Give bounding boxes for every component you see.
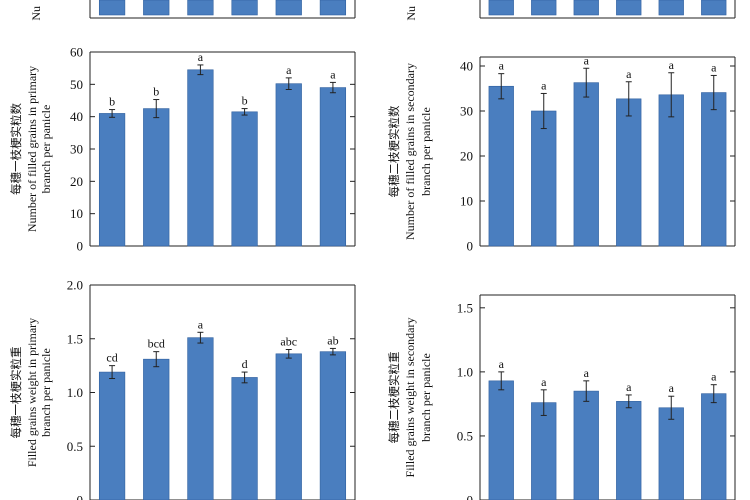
y-axis-label-cn: 每穗一枝梗实粒重: [9, 347, 23, 439]
y-tick-label: 10: [460, 194, 473, 209]
bar: [143, 0, 170, 16]
bar: [701, 0, 727, 16]
y-axis-label-en-line1: Filled grains weight in primary: [25, 318, 39, 467]
y-tick-label: 60: [70, 45, 83, 60]
y-axis-label-cn: 每穗一枝梗实粒数: [9, 103, 23, 195]
y-axis-label-en-line1: Filled grains weight in secondary: [403, 318, 417, 478]
y-tick-label: 40: [460, 59, 473, 74]
bar: [275, 0, 302, 16]
significance-letter: a: [584, 53, 590, 67]
bar: [488, 85, 514, 247]
bar: [98, 0, 126, 16]
bar: [616, 98, 642, 247]
y-tick-label: 1.5: [67, 331, 83, 346]
y-axis-label-en-line2: branch per panicle: [39, 348, 53, 437]
y-axis-label-cn: 每穗二枝梗实粒数: [387, 105, 401, 197]
y-tick-label: 1.0: [457, 364, 473, 379]
bar: [658, 407, 684, 500]
bar: [573, 390, 599, 500]
bar: [616, 401, 642, 500]
bar: [231, 0, 258, 16]
y-tick-label: 0.5: [67, 439, 83, 454]
bar: [701, 92, 727, 247]
significance-letter: a: [669, 381, 675, 395]
significance-letter: a: [499, 357, 505, 371]
y-tick-label: 20: [460, 149, 473, 164]
bar: [187, 69, 214, 247]
significance-letter: a: [669, 58, 675, 72]
bar: [488, 380, 514, 500]
bar: [488, 0, 514, 16]
significance-letter: a: [286, 63, 292, 77]
y-axis-label-en-line2: branch per panicle: [39, 105, 53, 194]
bar: [231, 377, 258, 500]
y-axis-label-en-partial: Nu: [404, 6, 418, 21]
significance-letter: a: [711, 370, 717, 384]
significance-letter: a: [541, 375, 547, 389]
y-tick-label: 0: [77, 493, 84, 500]
y-tick-label: 0: [467, 493, 474, 500]
y-tick-label: 2.0: [67, 278, 83, 293]
bar: [143, 108, 170, 247]
y-axis-label-en-line1: Number of filled grains in primary: [25, 66, 39, 232]
bar: [658, 94, 684, 247]
y-axis-label-en-line1: Number of filled grains in secondary: [403, 63, 417, 240]
bar: [275, 353, 302, 500]
bar: [531, 402, 557, 500]
bar: [187, 0, 214, 16]
y-tick-label: 0: [467, 239, 474, 254]
bar: [658, 0, 684, 16]
significance-letter: a: [198, 317, 204, 331]
bar: [187, 337, 214, 500]
significance-letter: bcd: [148, 337, 165, 351]
y-tick-label: 0.5: [457, 428, 473, 443]
significance-letter: a: [541, 78, 547, 92]
significance-letter: a: [198, 50, 204, 64]
bar: [531, 110, 557, 247]
significance-letter: a: [626, 380, 632, 394]
bar: [98, 371, 126, 500]
y-tick-label: 50: [70, 77, 83, 92]
significance-letter: d: [242, 357, 248, 371]
significance-letter: ab: [327, 333, 338, 347]
significance-letter: a: [584, 366, 590, 380]
bar: [616, 0, 642, 16]
significance-letter: b: [153, 85, 159, 99]
bar: [701, 393, 727, 500]
y-tick-label: 30: [460, 104, 473, 119]
bar: [531, 0, 557, 16]
bar: [143, 358, 170, 500]
y-tick-label: 1.5: [457, 300, 473, 315]
significance-letter: b: [242, 94, 248, 108]
y-tick-label: 0: [77, 239, 84, 254]
bar: [573, 0, 599, 16]
significance-letter: b: [109, 95, 115, 109]
y-axis-label-en-line2: branch per panicle: [419, 353, 433, 442]
y-axis-label-cn: 每穗二枝梗实粒重: [387, 352, 401, 444]
y-tick-label: 20: [70, 174, 83, 189]
significance-letter: a: [711, 60, 717, 74]
bar: [319, 351, 347, 500]
y-tick-label: 1.0: [67, 385, 83, 400]
bar: [319, 87, 347, 247]
bar: [573, 82, 599, 247]
y-tick-label: 40: [70, 109, 83, 124]
significance-letter: a: [499, 59, 505, 73]
y-axis-label-en-line2: branch per panicle: [419, 107, 433, 196]
bar: [98, 113, 126, 247]
significance-letter: cd: [106, 351, 117, 365]
bar: [231, 111, 258, 247]
bar: [275, 83, 302, 247]
y-tick-label: 10: [70, 206, 83, 221]
y-axis-label-en-partial: Nu: [29, 6, 43, 21]
y-tick-label: 30: [70, 142, 83, 157]
significance-letter: abc: [280, 335, 297, 349]
bar: [319, 0, 347, 16]
significance-letter: a: [330, 67, 336, 81]
significance-letter: a: [626, 67, 632, 81]
